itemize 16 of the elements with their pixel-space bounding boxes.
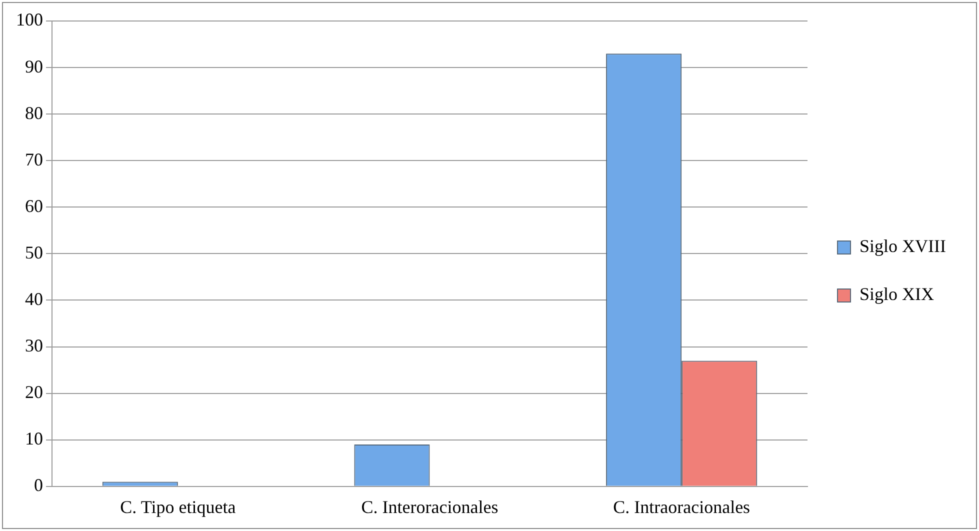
x-tick-label: C. Intraoracionales	[613, 496, 750, 517]
y-tick-label: 20	[25, 382, 43, 402]
y-tick-label: 10	[25, 428, 43, 449]
y-tick-label: 80	[25, 102, 43, 123]
y-tick-label: 60	[25, 196, 43, 216]
y-tick-label: 70	[25, 149, 43, 170]
legend-label: Siglo XVIII	[860, 236, 946, 256]
y-tick-label: 0	[34, 475, 43, 496]
y-tick-label: 50	[25, 242, 43, 262]
y-tick-label: 100	[16, 10, 43, 30]
x-tick-label: C. Interoracionales	[361, 496, 498, 517]
y-tick-label: 90	[25, 56, 43, 76]
x-tick-label: C. Tipo etiqueta	[120, 496, 236, 517]
y-tick-label: 30	[25, 336, 43, 356]
y-tick-label: 40	[25, 288, 43, 309]
legend-label: Siglo XIX	[860, 284, 934, 304]
